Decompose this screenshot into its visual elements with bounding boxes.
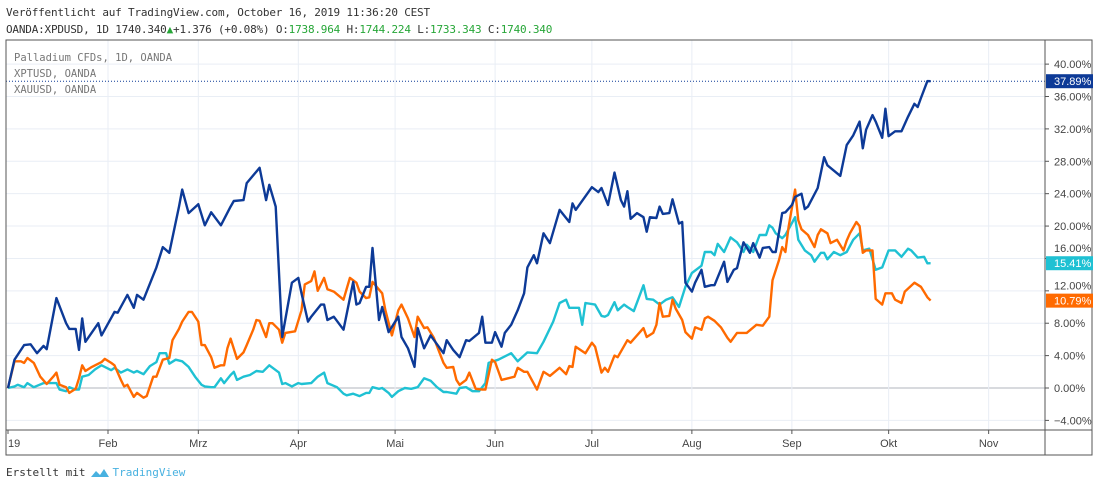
x-tick-label: Jun xyxy=(486,438,504,450)
series-lines xyxy=(6,79,1045,399)
y-tick-label: 24.00% xyxy=(1054,189,1092,201)
tradingview-logo[interactable]: TradingView xyxy=(90,466,185,479)
last-price: 1740.340 xyxy=(115,23,167,36)
symbol: OANDA:XPDUSD, 1D xyxy=(6,23,109,36)
legend-xptusd[interactable]: XPTUSD, OANDA xyxy=(14,68,97,80)
tradingview-brand: TradingView xyxy=(112,466,186,479)
high-value: 1744.224 xyxy=(359,23,411,36)
high-label: H: xyxy=(346,23,360,36)
y-tick-label: 28.00% xyxy=(1054,156,1092,168)
y-tick-label: 36.00% xyxy=(1054,92,1092,104)
last-value-label: 37.89% xyxy=(1054,76,1092,88)
y-tick-label: 32.00% xyxy=(1054,124,1092,136)
x-tick-label: Sep xyxy=(782,438,802,450)
x-tick-label: Mai xyxy=(386,438,404,450)
open-label: O: xyxy=(275,23,289,36)
y-tick-label: 0.00% xyxy=(1054,383,1085,395)
series-line-palladium-cfds xyxy=(6,79,931,389)
close-label: C: xyxy=(487,23,501,36)
y-tick-label: 40.00% xyxy=(1054,59,1092,71)
x-tick-label: 19 xyxy=(8,438,20,450)
legend-palladium[interactable]: Palladium CFDs, 1D, OANDA xyxy=(14,52,173,64)
x-tick-label: Aug xyxy=(682,438,702,450)
x-tick-label: Okt xyxy=(880,438,897,450)
last-value-label: 10.79% xyxy=(1054,296,1092,308)
open-value: 1738.964 xyxy=(288,23,341,36)
series-line-xauusd xyxy=(7,216,931,399)
y-tick-label: 20.00% xyxy=(1054,221,1092,233)
created-with-label: Erstellt mit xyxy=(6,466,86,479)
y-tick-label: 12.00% xyxy=(1054,281,1092,293)
last-value-badge xyxy=(1046,293,1093,308)
x-tick-label: Nov xyxy=(979,438,999,450)
low-label: L: xyxy=(417,23,431,36)
last-value-label: 15.41% xyxy=(1054,258,1092,270)
y-tick-label: −4.00% xyxy=(1054,415,1092,427)
x-tick-label: Jul xyxy=(585,438,599,450)
y-tick-label: 4.00% xyxy=(1054,351,1085,363)
close-value: 1740.340 xyxy=(500,23,553,36)
x-tick-label: Apr xyxy=(290,438,307,450)
up-arrow-icon: ▲ xyxy=(166,23,174,36)
x-tick-label: Mrz xyxy=(189,438,207,450)
x-tick-label: Feb xyxy=(99,438,118,450)
chart-frame xyxy=(5,39,1093,456)
cloud-icon xyxy=(91,468,110,477)
published-line: Veröffentlicht auf TradingView.com, Octo… xyxy=(6,6,430,19)
last-value-badge xyxy=(1046,256,1093,271)
symbol-info: OANDA:XPDUSD, 1D 1740.340▲+1.376 (+0.08%… xyxy=(6,23,552,36)
axes: −4.00% 0.00% 4.00% 8.00% 12.00% 16.00% 20.00% 2… xyxy=(5,39,1093,456)
last-value-badge xyxy=(1046,74,1093,89)
legend-xauusd[interactable]: XAUUSD, OANDA xyxy=(14,84,97,96)
price-change: +1.376 (+0.08%) xyxy=(173,23,270,36)
series-line-xptusd xyxy=(6,188,932,399)
y-tick-label: 8.00% xyxy=(1054,318,1085,330)
low-value: 1733.343 xyxy=(430,23,482,36)
y-tick-label: 16.00% xyxy=(1054,243,1092,255)
footer: Erstellt mit TradingView xyxy=(6,466,185,479)
